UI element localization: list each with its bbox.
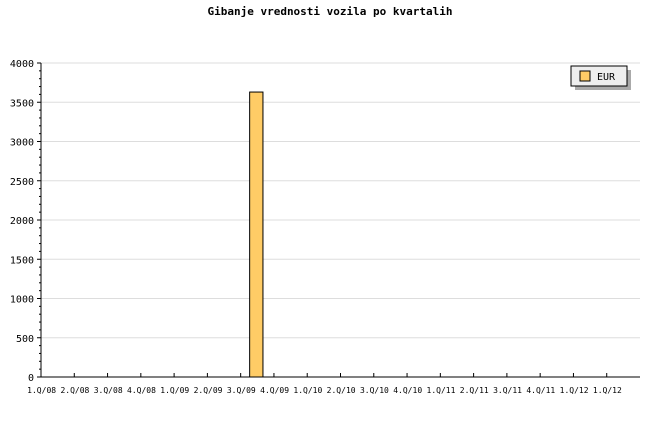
x-tick-label: 2.Q/11 — [460, 386, 489, 395]
x-tick-label: 4.Q/11 — [526, 386, 555, 395]
x-tick-label: 4.Q/10 — [393, 386, 422, 395]
chart-title: Gibanje vrednosti vozila po kvartalih — [207, 5, 452, 18]
x-tick-label: 2.Q/09 — [194, 386, 223, 395]
y-tick-label: 0 — [28, 373, 34, 384]
y-tick-label: 2000 — [10, 216, 34, 227]
y-tick-label: 1000 — [10, 295, 34, 306]
legend-label: EUR — [597, 72, 616, 83]
y-tick-label: 500 — [16, 334, 34, 345]
x-tick-label: 3.Q/09 — [227, 386, 256, 395]
x-tick-label: 1.Q/11 — [427, 386, 456, 395]
legend-swatch — [579, 70, 591, 82]
bar — [249, 91, 264, 378]
x-tick-label: 4.Q/08 — [127, 386, 156, 395]
x-tick-label: 3.Q/11 — [493, 386, 522, 395]
x-tick-label: 2.Q/08 — [60, 386, 89, 395]
y-tick-label: 4000 — [10, 59, 34, 70]
y-tick-label: 3000 — [10, 138, 34, 149]
x-tick-label: 3.Q/10 — [360, 386, 389, 395]
y-tick-label: 3500 — [10, 98, 34, 109]
x-tick-label: 4.Q/09 — [260, 386, 289, 395]
x-tick-label: 1.Q/08 — [27, 386, 56, 395]
x-tick-label: 2.Q/10 — [327, 386, 356, 395]
x-tick-label: 1.Q/12 — [593, 386, 622, 395]
legend: EUR — [570, 65, 631, 90]
y-tick-label: 2500 — [10, 177, 34, 188]
x-tick-label: 1.Q/12 — [560, 386, 589, 395]
x-tick-label: 1.Q/09 — [160, 386, 189, 395]
y-tick-label: 1500 — [10, 255, 34, 266]
x-tick-label: 1.Q/10 — [293, 386, 322, 395]
x-tick-label: 3.Q/08 — [94, 386, 123, 395]
